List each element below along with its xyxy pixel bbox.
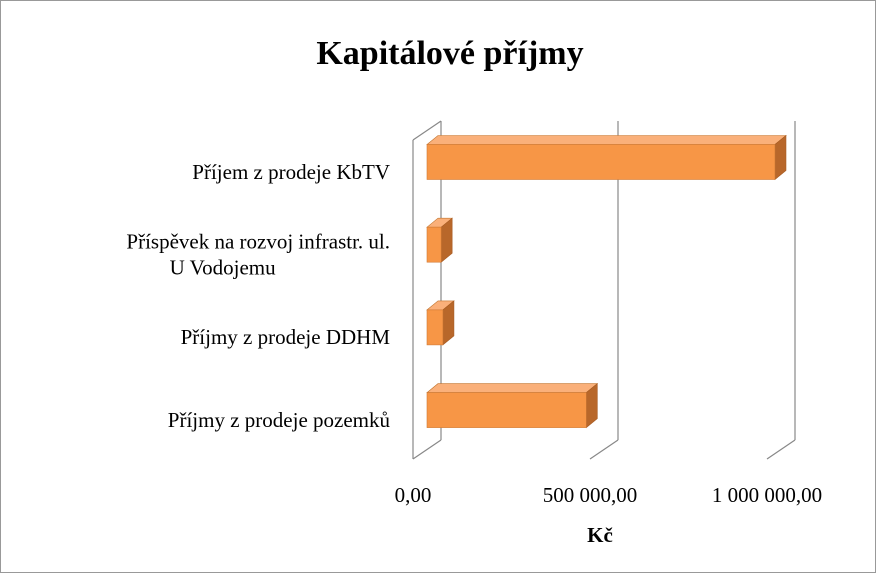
y-tick-label: Příjmy z prodeje DDHM: [181, 325, 391, 349]
bar: [426, 217, 454, 263]
bar: [426, 382, 599, 429]
x-axis-label: Kč: [587, 523, 613, 547]
x-tick-label: 1 000 000,00: [712, 483, 822, 507]
bar-top: [426, 383, 599, 393]
bar: [426, 134, 787, 181]
bar-front: [426, 309, 444, 346]
grid-line: [589, 439, 619, 460]
y-tick-label: Příjmy z prodeje pozemků: [168, 408, 391, 432]
x-tick-label: 500 000,00: [543, 483, 638, 507]
bar-front: [426, 392, 587, 428]
bar-front: [426, 144, 776, 180]
chart-title: Kapitálové příjmy: [316, 35, 583, 72]
bar-top: [426, 135, 787, 145]
grid-line: [766, 439, 796, 460]
bar: [426, 300, 455, 346]
bar-front: [426, 226, 442, 263]
x-tick-label: 0,00: [395, 483, 432, 507]
grid-line: [412, 439, 442, 460]
y-tick-label: Příjem z prodeje KbTV: [192, 160, 390, 184]
y-tick-label: Příspěvek na rozvoj infrastr. ul. U Vodo…: [126, 230, 390, 280]
wall-edge: [412, 120, 442, 141]
